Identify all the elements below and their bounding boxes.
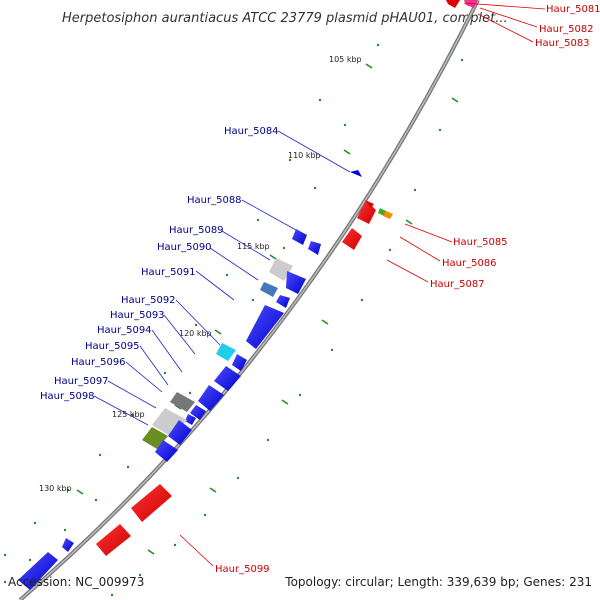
- forward-gene-labels: Haur_5084 Haur_5088 Haur_5089 Haur_5090 …: [40, 126, 279, 402]
- gene-Haur_5091a[interactable]: [276, 295, 290, 308]
- reverse-leaders: [179, 2, 546, 567]
- gene-Haur_5096b[interactable]: [185, 414, 196, 425]
- label-Haur_5097[interactable]: Haur_5097: [54, 376, 109, 387]
- gene-Haur_5098[interactable]: [155, 440, 178, 462]
- plasmid-backbone: [18, 0, 480, 600]
- gene-Haur_5094[interactable]: [198, 385, 224, 411]
- plasmid-backbone-highlight: [19, 0, 479, 600]
- gene-Haur_5088a[interactable]: [292, 229, 307, 245]
- gene-forward-bottom[interactable]: [18, 552, 58, 590]
- tick-label-115: 115 kbp: [237, 242, 270, 251]
- forward-leaders: [93, 130, 351, 426]
- label-Haur_5095[interactable]: Haur_5095: [85, 341, 140, 352]
- label-Haur_5085[interactable]: Haur_5085: [453, 237, 508, 248]
- gene-Haur_5091[interactable]: [246, 305, 284, 349]
- gene-Haur_5097a[interactable]: [168, 420, 192, 445]
- gene-Haur_5095[interactable]: [170, 392, 195, 412]
- gene-Haur_5099[interactable]: [131, 484, 172, 522]
- label-Haur_5081[interactable]: Haur_5081: [546, 4, 600, 15]
- reverse-features: [96, 0, 478, 556]
- gene-forward-small[interactable]: [62, 538, 74, 552]
- topology-summary: Topology: circular; Length: 339,639 bp; …: [284, 575, 592, 589]
- tick-label-105: 105 kbp: [329, 55, 362, 64]
- label-Haur_5083[interactable]: Haur_5083: [535, 38, 590, 49]
- label-Haur_5087[interactable]: Haur_5087: [430, 279, 485, 290]
- label-Haur_5093[interactable]: Haur_5093: [110, 310, 165, 321]
- gene-Haur_5082[interactable]: [464, 0, 478, 8]
- label-Haur_5086[interactable]: Haur_5086: [442, 258, 497, 269]
- label-Haur_5082[interactable]: Haur_5082: [539, 24, 594, 35]
- label-Haur_5098[interactable]: Haur_5098: [40, 391, 95, 402]
- label-Haur_5084[interactable]: Haur_5084: [224, 126, 279, 137]
- label-Haur_5091[interactable]: Haur_5091: [141, 267, 196, 278]
- label-Haur_5089[interactable]: Haur_5089: [169, 225, 224, 236]
- label-Haur_5094[interactable]: Haur_5094: [97, 325, 152, 336]
- gene-Haur_5093a[interactable]: [232, 354, 247, 371]
- label-Haur_5092[interactable]: Haur_5092: [121, 295, 176, 306]
- tick-label-110: 110 kbp: [288, 151, 321, 160]
- tick-label-120: 120 kbp: [179, 329, 212, 338]
- gene-Haur_5085b[interactable]: [365, 200, 374, 208]
- gene-Haur_5085[interactable]: [378, 208, 386, 216]
- gene-Haur_5090[interactable]: [260, 282, 278, 297]
- label-Haur_5096[interactable]: Haur_5096: [71, 357, 126, 368]
- tick-dashes: [76, 63, 459, 555]
- gene-Haur_5090a[interactable]: [286, 271, 306, 294]
- gene-Haur_5086[interactable]: [383, 211, 393, 219]
- gene-Haur_5081[interactable]: [446, 0, 460, 8]
- gene-reverse-bottom[interactable]: [96, 524, 131, 556]
- gene-Haur_5084[interactable]: [350, 170, 362, 177]
- label-Haur_5088[interactable]: Haur_5088: [187, 195, 242, 206]
- label-Haur_5099[interactable]: Haur_5099: [215, 564, 270, 575]
- gene-Haur_5087[interactable]: [342, 228, 362, 250]
- gene-Haur_5093[interactable]: [214, 366, 241, 391]
- reverse-gene-labels: Haur_5081 Haur_5082 Haur_5083 Haur_5085 …: [215, 4, 600, 575]
- accession-text: Accession: NC_009973: [8, 575, 144, 589]
- gene-Haur_5096a[interactable]: [190, 405, 206, 420]
- gene-Haur_5092[interactable]: [216, 343, 236, 361]
- map-title: Herpetosiphon aurantiacus ATCC 23779 pla…: [62, 11, 508, 26]
- tick-label-130: 130 kbp: [39, 484, 72, 493]
- gene-Haur_5088b[interactable]: [308, 241, 321, 255]
- forward-features: [18, 170, 362, 590]
- label-Haur_5090[interactable]: Haur_5090: [157, 242, 212, 253]
